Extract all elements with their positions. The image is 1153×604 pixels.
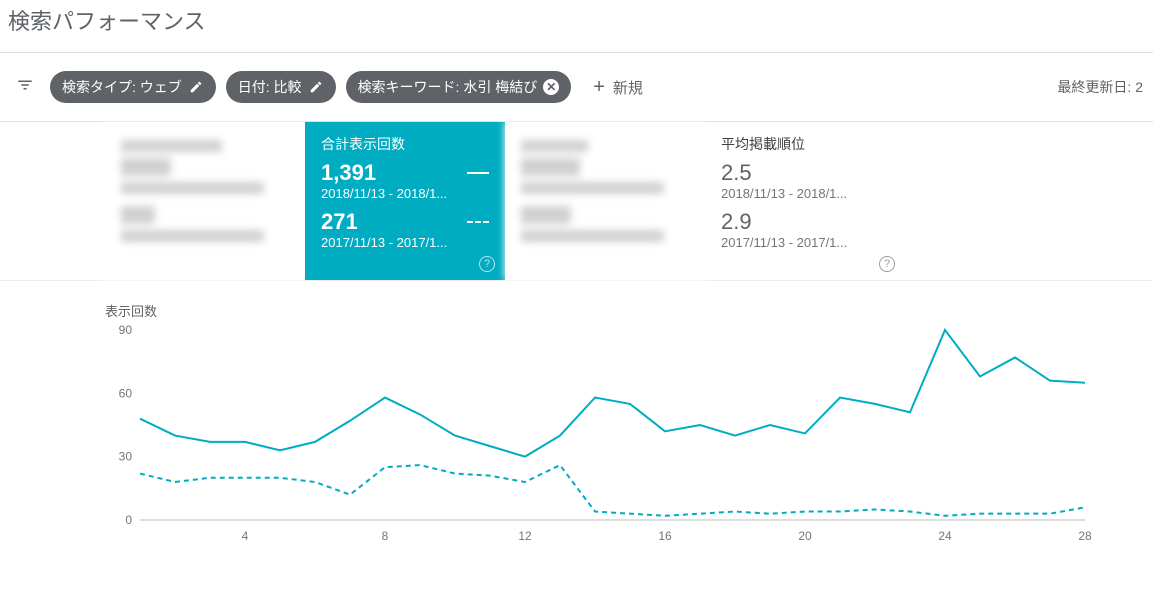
svg-text:0: 0 — [125, 513, 132, 527]
filter-bar: 検索タイプ: ウェブ 日付: 比較 検索キーワード: 水引 梅結び ✕ + 新規… — [0, 53, 1153, 122]
svg-text:24: 24 — [938, 529, 952, 543]
card-title: 平均掲載順位 — [721, 134, 889, 154]
metric-cards: 合計表示回数 1,391 2018/11/13 - 2018/1... 271 … — [0, 122, 1153, 280]
metric-card-ctr[interactable] — [505, 122, 705, 280]
svg-text:8: 8 — [382, 529, 389, 543]
solid-line-legend — [467, 172, 489, 174]
svg-text:30: 30 — [119, 450, 133, 464]
card-value-1: 2.5 — [721, 160, 889, 186]
chip-label: 検索タイプ: ウェブ — [62, 77, 182, 97]
card-range-1: 2018/11/13 - 2018/1... — [721, 186, 889, 201]
card-title: 合計表示回数 — [321, 134, 489, 154]
dash-line-legend — [467, 221, 489, 223]
last-update-text: 最終更新日: 2 — [1057, 77, 1143, 97]
close-icon[interactable]: ✕ — [543, 79, 559, 95]
card-range-2: 2017/11/13 - 2017/1... — [721, 235, 889, 250]
card-value-2: 2.9 — [721, 209, 889, 235]
help-icon[interactable]: ? — [879, 256, 895, 272]
metric-card-impressions[interactable]: 合計表示回数 1,391 2018/11/13 - 2018/1... 271 … — [305, 122, 505, 280]
metric-card-position[interactable]: 平均掲載順位 2.5 2018/11/13 - 2018/1... 2.9 20… — [705, 122, 905, 280]
svg-text:20: 20 — [798, 529, 812, 543]
card-range-1: 2018/11/13 - 2018/1... — [321, 186, 489, 201]
chip-label: 日付: 比較 — [238, 77, 302, 97]
impressions-chart: 0 30 60 90 4 8 12 16 20 24 28 — [105, 324, 1095, 544]
card-range-2: 2017/11/13 - 2017/1... — [321, 235, 489, 250]
add-filter-button[interactable]: + 新規 — [593, 76, 643, 99]
svg-text:16: 16 — [658, 529, 672, 543]
chip-label: 検索キーワード: 水引 梅結び — [358, 77, 538, 97]
svg-text:28: 28 — [1078, 529, 1092, 543]
metric-card-clicks[interactable] — [105, 122, 305, 280]
svg-text:4: 4 — [242, 529, 249, 543]
card-value-1: 1,391 — [321, 160, 489, 186]
filter-icon[interactable] — [10, 76, 40, 99]
pencil-icon — [308, 79, 324, 95]
chip-date[interactable]: 日付: 比較 — [226, 71, 336, 103]
card-value-2: 271 — [321, 209, 489, 235]
pencil-icon — [188, 79, 204, 95]
chart-section: 表示回数 0 30 60 90 4 8 12 16 20 24 28 — [0, 280, 1153, 564]
add-filter-label: 新規 — [613, 77, 643, 98]
svg-text:90: 90 — [119, 324, 133, 337]
svg-text:12: 12 — [518, 529, 532, 543]
chip-query[interactable]: 検索キーワード: 水引 梅結び ✕ — [346, 71, 572, 103]
chip-search-type[interactable]: 検索タイプ: ウェブ — [50, 71, 216, 103]
help-icon[interactable]: ? — [479, 256, 495, 272]
chart-title: 表示回数 — [105, 301, 1133, 320]
svg-text:60: 60 — [119, 386, 133, 400]
page-title: 検索パフォーマンス — [0, 0, 1153, 53]
plus-icon: + — [593, 76, 605, 99]
